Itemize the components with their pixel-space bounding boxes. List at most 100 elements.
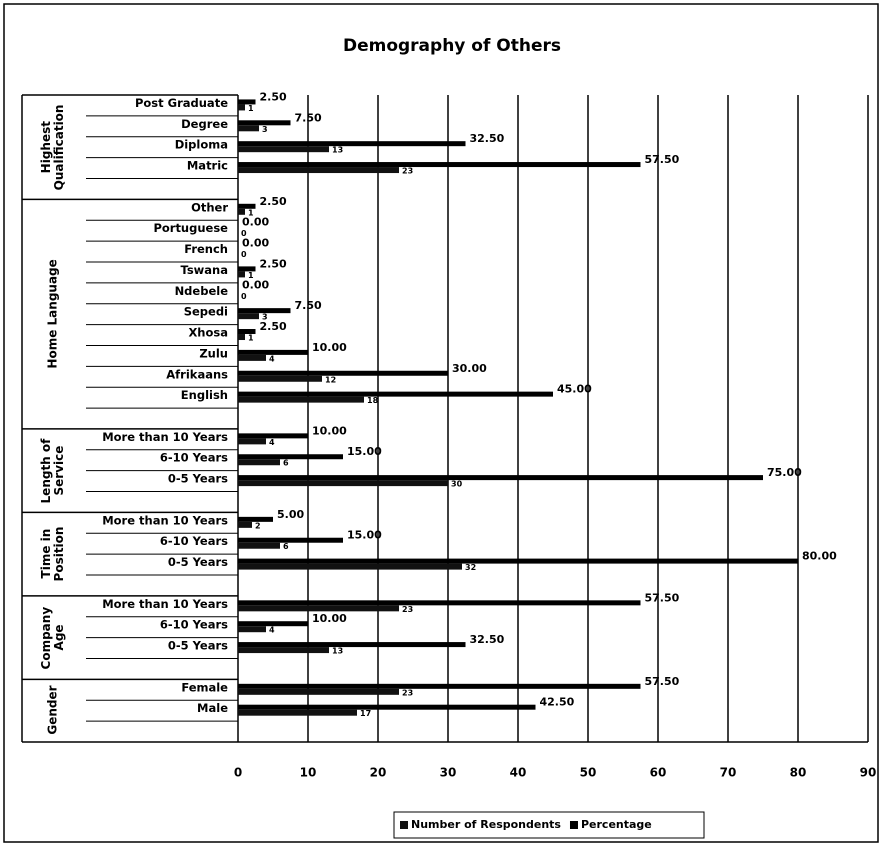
category-label: Other: [191, 200, 228, 214]
bar: [238, 647, 329, 654]
data-label: 7.50: [295, 111, 322, 124]
category-label: Sepedi: [184, 305, 228, 319]
bar: [238, 642, 466, 648]
bar: [238, 354, 266, 361]
bar: [238, 605, 399, 612]
bar: [238, 266, 256, 272]
bar: [238, 334, 245, 341]
data-label: 18: [367, 396, 379, 405]
data-label: 57.50: [645, 675, 680, 688]
data-label: 0.00: [242, 216, 269, 229]
category-label: 0-5 Years: [168, 639, 228, 653]
x-tick-label: 20: [370, 766, 387, 780]
x-tick-label: 0: [234, 766, 242, 780]
bar: [238, 141, 466, 147]
data-label: 45.00: [557, 383, 592, 396]
bar: [238, 688, 399, 695]
data-label: 57.50: [645, 153, 680, 166]
data-label: 7.50: [295, 299, 322, 312]
data-label: 1: [248, 334, 254, 343]
data-label: 3: [262, 313, 268, 322]
category-label: More than 10 Years: [102, 430, 228, 444]
category-label: 6-10 Years: [160, 534, 228, 548]
data-label: 2.50: [260, 90, 287, 103]
category-label: 6-10 Years: [160, 618, 228, 632]
frame: [3, 3, 879, 843]
category-label: More than 10 Years: [102, 597, 228, 611]
data-label: 13: [332, 146, 343, 155]
category-label: Male: [197, 701, 228, 715]
data-label: 1: [248, 271, 254, 280]
bar: [238, 349, 308, 355]
bar: [238, 167, 399, 174]
group-label: Gender: [45, 686, 60, 736]
data-label: 23: [402, 688, 413, 697]
x-tick-label: 70: [720, 766, 737, 780]
data-label: 2.50: [260, 257, 287, 270]
bar: [238, 99, 256, 105]
bar: [238, 542, 280, 549]
data-label: 15.00: [347, 529, 382, 542]
category-label: French: [184, 242, 228, 256]
group-label: Company Age: [39, 606, 66, 669]
category-label: Xhosa: [188, 326, 228, 340]
legend-box: [393, 811, 705, 839]
category-label: 0-5 Years: [168, 472, 228, 486]
data-label: 30: [451, 480, 463, 489]
legend-swatch: [569, 821, 578, 829]
category-label: Diploma: [175, 138, 228, 152]
data-label: 10.00: [312, 424, 347, 437]
data-label: 3: [262, 125, 268, 134]
bar: [238, 558, 798, 564]
group-label: Time in Position: [39, 526, 66, 582]
data-label: 4: [269, 354, 275, 363]
bar: [238, 475, 763, 481]
category-label: 0-5 Years: [168, 555, 228, 569]
category-label: Post Graduate: [135, 96, 228, 110]
data-label: 15.00: [347, 445, 382, 458]
bar: [238, 329, 256, 335]
bar: [238, 600, 641, 606]
data-label: 10.00: [312, 612, 347, 625]
data-label: 5.00: [277, 508, 304, 521]
bar: [238, 203, 256, 209]
data-label: 32.50: [470, 132, 505, 145]
bar: [238, 104, 245, 111]
bar: [238, 433, 308, 439]
data-label: 13: [332, 647, 343, 656]
data-label: 0: [241, 229, 247, 238]
group-label: Highest Qualification: [39, 104, 66, 191]
category-label: Degree: [181, 117, 228, 131]
legend-label: Percentage: [581, 818, 652, 831]
bar: [238, 516, 273, 522]
group-label: Home Language: [45, 259, 60, 369]
data-label: 80.00: [802, 550, 837, 563]
bar: [238, 459, 280, 466]
x-tick-label: 60: [650, 766, 667, 780]
bar: [238, 683, 641, 689]
bar: [238, 563, 462, 570]
category-label: More than 10 Years: [102, 513, 228, 527]
data-label: 17: [360, 709, 371, 718]
x-tick-label: 90: [860, 766, 877, 780]
data-label: 0.00: [242, 237, 269, 250]
category-label: Ndebele: [175, 284, 229, 298]
bar: [238, 626, 266, 633]
category-label: Tswana: [181, 263, 229, 277]
bar: [238, 313, 259, 320]
data-label: 0: [241, 250, 247, 259]
category-label: Matric: [187, 159, 228, 173]
data-label: 30.00: [452, 362, 487, 375]
bar: [238, 621, 308, 627]
bar: [238, 709, 357, 716]
x-tick-label: 40: [510, 766, 527, 780]
bar: [238, 162, 641, 168]
bar: [238, 146, 329, 153]
x-tick-label: 50: [580, 766, 597, 780]
bar: [238, 391, 553, 397]
category-label: English: [181, 388, 228, 402]
bar: [238, 537, 343, 543]
data-label: 4: [269, 438, 275, 447]
